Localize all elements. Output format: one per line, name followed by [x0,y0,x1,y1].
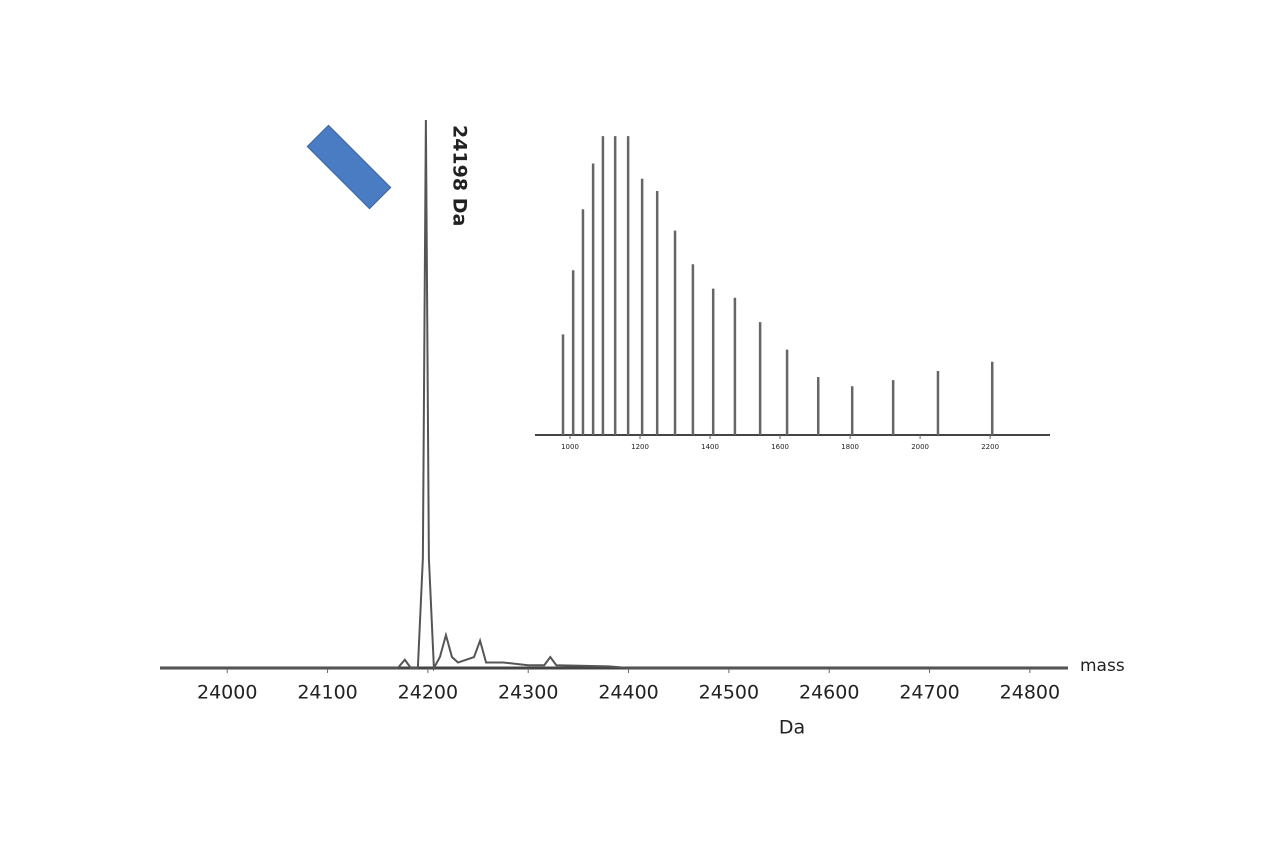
x-tick-label: 24700 [899,682,959,704]
x-axis-label: Da [779,717,805,739]
x-tick-label: 1400 [701,443,719,451]
x-tick-label: 24200 [398,682,458,704]
x-tick-label: 1000 [561,443,579,451]
x-tick-label: 1200 [631,443,649,451]
x-tick-label: 24600 [799,682,859,704]
marker-shape [306,124,392,210]
x-tick-label: 24100 [297,682,357,704]
x-tick-label: 1800 [841,443,859,451]
x-tick-label: 1600 [771,443,789,451]
x-tick-label: 2000 [911,443,929,451]
x-tick-label: 24000 [197,682,257,704]
axis-title: mass [1080,656,1125,676]
x-tick-label: 24500 [699,682,759,704]
x-tick-label: 24300 [498,682,558,704]
peak-annotation: 24198 Da [448,125,470,226]
x-tick-label: 24400 [598,682,658,704]
spectrum-line [160,119,1068,672]
x-tick-label: 2200 [981,443,999,451]
x-tick-label: 24800 [1000,682,1060,704]
